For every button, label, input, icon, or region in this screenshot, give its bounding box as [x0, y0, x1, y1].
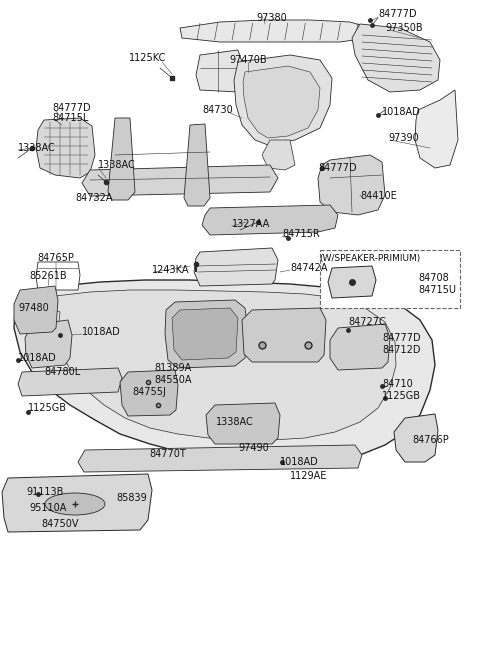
Polygon shape: [2, 474, 152, 532]
Polygon shape: [14, 280, 435, 462]
Text: 97350B: 97350B: [385, 23, 422, 33]
Text: 84766P: 84766P: [412, 435, 449, 445]
Text: 1018AD: 1018AD: [382, 107, 421, 117]
Polygon shape: [184, 124, 210, 206]
Text: 1338AC: 1338AC: [18, 143, 56, 153]
Text: 1125GB: 1125GB: [382, 391, 421, 401]
Polygon shape: [120, 370, 178, 416]
Bar: [320, 250, 460, 308]
Text: 1327AA: 1327AA: [232, 219, 270, 229]
Text: 85261B: 85261B: [29, 271, 67, 281]
Text: 84710: 84710: [382, 379, 413, 389]
Text: 81389A: 81389A: [154, 363, 191, 373]
Text: 84750V: 84750V: [41, 519, 79, 529]
Text: 84410E: 84410E: [360, 191, 397, 201]
Polygon shape: [165, 300, 248, 368]
Text: 1125GB: 1125GB: [28, 403, 67, 413]
Text: 84777D: 84777D: [52, 103, 91, 113]
Polygon shape: [36, 262, 80, 290]
Text: 84550A: 84550A: [154, 375, 192, 385]
Text: 1243KA: 1243KA: [152, 265, 190, 275]
Text: 84777D: 84777D: [382, 333, 420, 343]
Polygon shape: [196, 50, 244, 92]
Text: 1125KC: 1125KC: [129, 53, 167, 63]
Polygon shape: [18, 368, 122, 396]
Text: 97380: 97380: [257, 13, 288, 23]
Text: 97470B: 97470B: [229, 55, 267, 65]
Polygon shape: [108, 118, 135, 200]
Text: 84777D: 84777D: [318, 163, 357, 173]
Polygon shape: [78, 445, 362, 472]
Polygon shape: [242, 308, 326, 362]
Polygon shape: [180, 20, 370, 42]
Polygon shape: [28, 290, 396, 440]
Text: 85839: 85839: [117, 493, 147, 503]
Text: 97390: 97390: [388, 133, 419, 143]
Polygon shape: [194, 248, 278, 286]
Text: 1018AD: 1018AD: [82, 327, 121, 337]
Polygon shape: [243, 66, 320, 138]
Polygon shape: [202, 205, 338, 235]
Polygon shape: [206, 403, 280, 444]
Polygon shape: [36, 118, 95, 178]
Text: 84712D: 84712D: [382, 345, 420, 355]
Text: 84727C: 84727C: [348, 317, 386, 327]
Polygon shape: [394, 414, 438, 462]
Text: 1338AC: 1338AC: [216, 417, 254, 427]
Text: 97480: 97480: [18, 303, 49, 313]
Text: 84732A: 84732A: [75, 193, 113, 203]
Text: 84777D: 84777D: [378, 9, 417, 19]
Text: 1129AE: 1129AE: [290, 471, 327, 481]
Text: 91113B: 91113B: [26, 487, 63, 497]
Text: 97490: 97490: [239, 443, 269, 453]
Text: 95110A: 95110A: [29, 503, 67, 513]
Text: 84770T: 84770T: [150, 449, 186, 459]
Text: 84742A: 84742A: [290, 263, 327, 273]
Text: 84715L: 84715L: [52, 113, 88, 123]
Polygon shape: [14, 286, 58, 334]
Polygon shape: [330, 324, 390, 370]
Polygon shape: [352, 24, 440, 92]
Polygon shape: [318, 155, 385, 215]
Text: 84715U: 84715U: [418, 285, 456, 295]
Text: 84765P: 84765P: [37, 253, 74, 263]
Polygon shape: [234, 55, 332, 145]
Text: 84730: 84730: [203, 105, 233, 115]
Text: 1018AD: 1018AD: [18, 353, 57, 363]
Polygon shape: [415, 90, 458, 168]
Ellipse shape: [45, 493, 105, 515]
Text: (W/SPEAKER-PRIMIUM): (W/SPEAKER-PRIMIUM): [319, 253, 420, 263]
Text: 84715R: 84715R: [282, 229, 320, 239]
Polygon shape: [25, 320, 72, 368]
Polygon shape: [172, 308, 238, 360]
Text: 84780L: 84780L: [44, 367, 80, 377]
Text: 1338AC: 1338AC: [98, 160, 136, 170]
Polygon shape: [82, 165, 278, 196]
Polygon shape: [262, 140, 295, 170]
Text: 84755J: 84755J: [132, 387, 166, 397]
Polygon shape: [328, 266, 376, 298]
Text: 84708: 84708: [418, 273, 449, 283]
Text: 1018AD: 1018AD: [280, 457, 319, 467]
